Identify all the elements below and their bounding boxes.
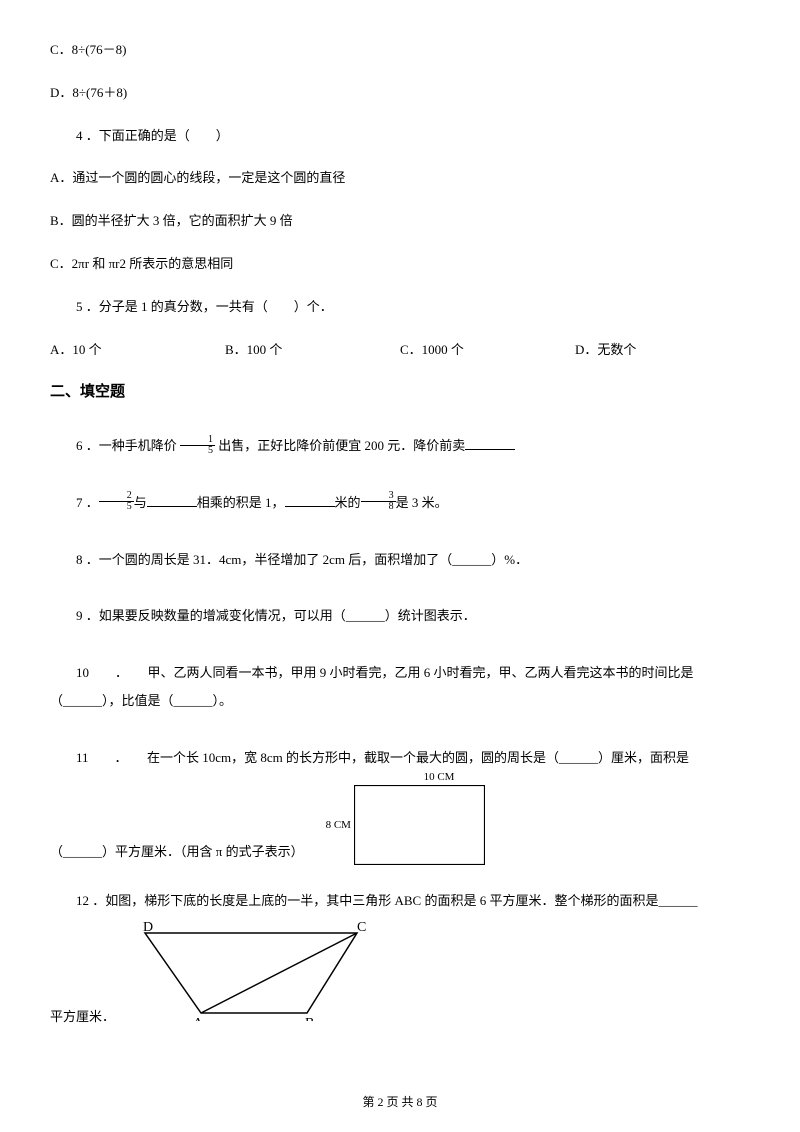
section-2-title: 二、填空题	[50, 380, 750, 404]
label-D: D	[143, 921, 153, 935]
q7-p1: 7 ．	[76, 495, 99, 510]
q7: 7 ．25与 相乘的积是 1， 米的38是 3 米。	[50, 489, 750, 518]
label-B: B	[305, 1016, 314, 1021]
q10: 10 ． 甲、乙两人同看一本书，甲用 9 小时看完，乙用 6 小时看完，甲、乙两…	[50, 659, 750, 716]
q7-blank2	[285, 493, 335, 507]
q7-fraction2: 38	[361, 491, 396, 512]
q5-option-d: D．无数个	[575, 340, 750, 361]
q7-p2: 与	[134, 495, 147, 510]
q11-p1: 11 ． 在一个长 10cm，宽 8cm 的长方形中，截取一个最大的圆，圆的周长…	[50, 744, 750, 773]
q7-p3: 相乘的积是 1，	[197, 495, 285, 510]
q11-rect-svg	[354, 785, 485, 865]
q12-figure: D C A B	[133, 921, 369, 1028]
q12-bottom: 平方厘米． D C A B	[50, 921, 750, 1028]
q5-stem: 5 ．分子是 1 的真分数，一共有（ ）个．	[50, 297, 750, 318]
q3-option-c: C．8÷(76－8)	[50, 40, 750, 61]
q4-option-a: A．通过一个圆的圆心的线段，一定是这个圆的直径	[50, 168, 750, 189]
q6-blank	[465, 436, 515, 450]
q12-trapezoid-svg: D C A B	[133, 921, 369, 1021]
q6-fraction: 15	[180, 435, 215, 456]
q6-p1: 6 ．一种手机降价	[76, 438, 180, 453]
q12: 12 ．如图，梯形下底的长度是上底的一半，其中三角形 ABC 的面积是 6 平方…	[50, 887, 750, 916]
q11-label-top: 10 CM	[424, 769, 455, 787]
q4-stem: 4 ．下面正确的是（ ）	[50, 126, 750, 147]
q11: 11 ． 在一个长 10cm，宽 8cm 的长方形中，截取一个最大的圆，圆的周长…	[50, 744, 750, 865]
q7-blank1	[147, 493, 197, 507]
label-A: A	[193, 1016, 204, 1021]
q11-p2: （______）平方厘米．（用含 π 的式子表示）	[50, 842, 304, 865]
q6: 6 ．一种手机降价 15 出售，正好比降价前便宜 200 元．降价前卖	[50, 432, 750, 461]
q7-fraction1: 25	[99, 491, 134, 512]
q9: 9 ．如果要反映数量的增减变化情况，可以用（______）统计图表示．	[50, 602, 750, 631]
q12-suffix: 平方厘米．	[50, 1007, 115, 1028]
page-footer: 第 2 页 共 8 页	[0, 1093, 800, 1112]
q11-figure: 10 CM 8 CM	[354, 785, 534, 865]
q7-p5: 是 3 米。	[396, 495, 448, 510]
label-C: C	[357, 921, 366, 935]
q8: 8 ．一个圆的周长是 31．4cm，半径增加了 2cm 后，面积增加了（____…	[50, 546, 750, 575]
q5-option-c: C．1000 个	[400, 340, 575, 361]
q11-label-left: 8 CM	[326, 817, 351, 835]
q5-options: A．10 个 B．100 个 C．1000 个 D．无数个	[50, 340, 750, 361]
q6-p2: 出售，正好比降价前便宜 200 元．降价前卖	[215, 438, 465, 453]
q4-option-c: C．2πr 和 πr2 所表示的意思相同	[50, 254, 750, 275]
q5-option-b: B．100 个	[225, 340, 400, 361]
q4-option-b: B．圆的半径扩大 3 倍，它的面积扩大 9 倍	[50, 211, 750, 232]
q5-option-a: A．10 个	[50, 340, 225, 361]
q3-option-d: D．8÷(76＋8)	[50, 83, 750, 104]
q7-p4: 米的	[335, 495, 361, 510]
